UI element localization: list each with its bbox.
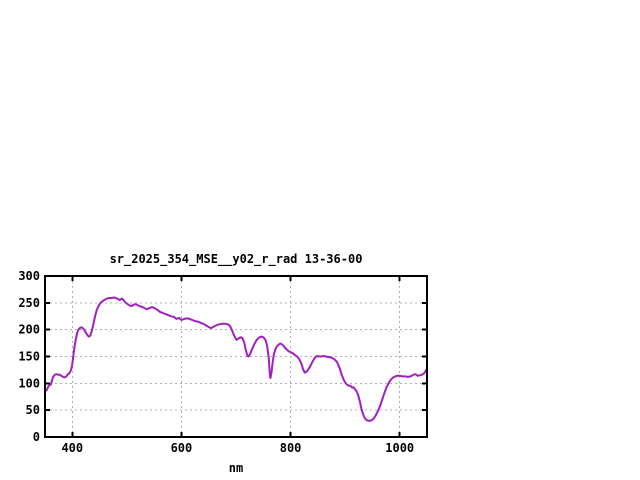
axes-and-ticks bbox=[44, 275, 428, 438]
y-tick-label: 0 bbox=[33, 430, 40, 444]
x-tick-label: 600 bbox=[171, 441, 193, 455]
y-tick-label: 300 bbox=[18, 269, 40, 283]
y-tick-label: 200 bbox=[18, 323, 40, 337]
x-tick-label: 800 bbox=[280, 441, 302, 455]
x-tick-label: 400 bbox=[61, 441, 83, 455]
data-curve bbox=[44, 296, 428, 422]
x-axis-label: nm bbox=[229, 461, 243, 475]
spectral-curve bbox=[44, 296, 428, 422]
y-tick-label: 150 bbox=[18, 350, 40, 364]
y-tick-label: 250 bbox=[18, 296, 40, 310]
x-tick-label: 1000 bbox=[385, 441, 414, 455]
chart-title: sr_2025_354_MSE__y02_r_rad 13-36-00 bbox=[110, 252, 363, 267]
y-tick-label: 50 bbox=[26, 403, 40, 417]
y-tick-label: 100 bbox=[18, 376, 40, 390]
tick-labels: 400 600 800 1000 0 50 100 150 200 250 300 bbox=[18, 269, 414, 455]
grid-lines bbox=[45, 276, 427, 437]
